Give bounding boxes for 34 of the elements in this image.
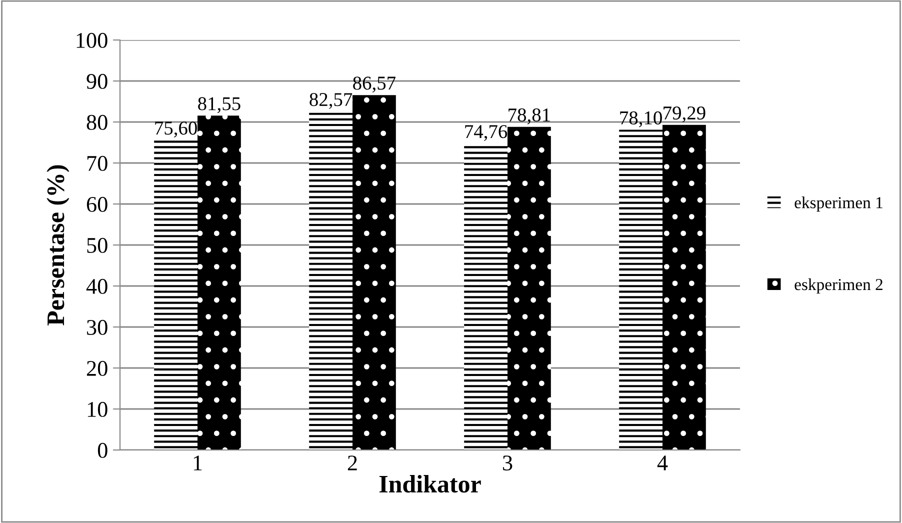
x-tick-label: 2 <box>348 456 357 470</box>
data-label: 78,10 <box>620 111 662 128</box>
data-label: 86,57 <box>353 76 396 93</box>
y-axis-title: Persentase (%) <box>46 165 70 326</box>
legend-label: eksperimen 1 <box>794 196 882 212</box>
y-tick-label: 70 <box>87 156 108 171</box>
y-tick-label: 100 <box>76 32 108 48</box>
y-tick-label: 10 <box>88 402 108 417</box>
y-tick-label: 0 <box>98 442 108 458</box>
data-label: 75,60 <box>155 122 197 138</box>
data-label: 79,29 <box>664 106 706 122</box>
legend-label: eskperimen 2 <box>794 278 882 294</box>
y-tick-label: 30 <box>87 320 108 335</box>
bar <box>508 126 551 450</box>
x-tick-label: 1 <box>194 456 202 470</box>
y-tick-label: 50 <box>87 238 108 253</box>
data-label: 74,76 <box>465 125 508 141</box>
y-tick-label: 20 <box>86 360 108 376</box>
bar <box>309 111 352 450</box>
bar <box>619 130 662 450</box>
bar <box>662 124 706 450</box>
y-tick-label: 90 <box>86 74 108 89</box>
data-label: 82,57 <box>310 93 352 109</box>
x-tick-label: 4 <box>657 456 668 470</box>
bar <box>198 116 241 450</box>
y-tick-label: 80 <box>86 114 108 130</box>
y-tick-label: 60 <box>86 196 108 212</box>
bar <box>352 95 396 450</box>
data-label: 78,81 <box>508 108 550 124</box>
x-axis-title: Indikator <box>379 475 481 493</box>
data-label: 81,55 <box>198 97 240 114</box>
bar <box>154 140 198 450</box>
x-tick-label: 3 <box>503 456 512 470</box>
y-tick-label: 40 <box>86 278 108 294</box>
